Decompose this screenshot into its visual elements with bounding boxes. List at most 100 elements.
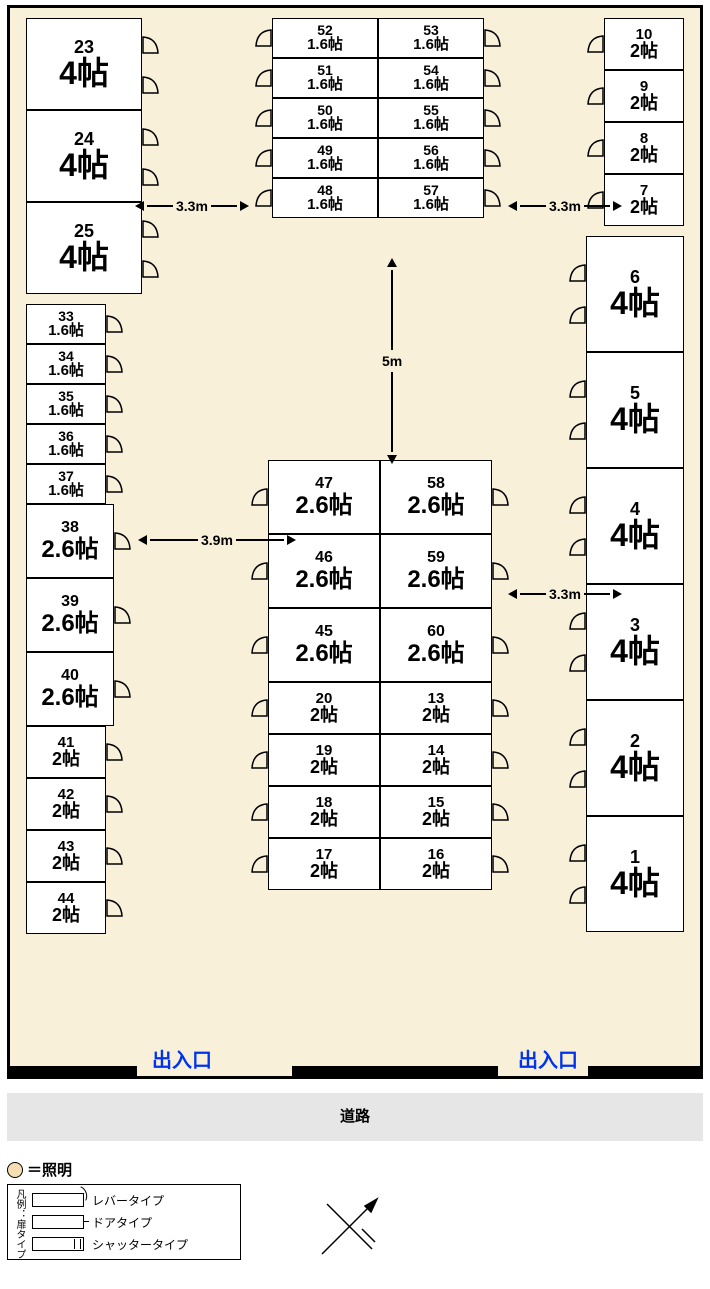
unit-16: 162帖	[380, 838, 492, 890]
compass-icon	[307, 1184, 397, 1274]
unit-35: 351.6帖	[26, 384, 106, 424]
unit-size: 2帖	[52, 854, 80, 873]
legend-title: 凡例：扉タイプ	[12, 1189, 27, 1259]
unit-number: 3	[630, 616, 640, 635]
door-swing-icon	[250, 751, 268, 769]
unit-number: 45	[315, 624, 333, 641]
door-swing-icon	[492, 488, 510, 506]
door-swing-icon	[568, 886, 586, 904]
door-type-legend: 凡例：扉タイプ レバータイプ ドアタイプ シャッタータイプ	[7, 1184, 241, 1260]
door-swing-icon	[254, 69, 272, 87]
unit-38: 382.6帖	[26, 504, 114, 578]
unit-23: 234帖	[26, 18, 142, 110]
door-swing-icon	[250, 488, 268, 506]
door-swing-icon	[568, 844, 586, 862]
unit-size: 1.6帖	[48, 403, 84, 419]
wall-segment	[292, 1066, 498, 1076]
unit-size: 1.6帖	[413, 117, 449, 133]
unit-size: 2.6帖	[407, 567, 464, 592]
unit-size: 2帖	[630, 198, 658, 217]
unit-size: 2帖	[630, 146, 658, 165]
unit-36: 361.6帖	[26, 424, 106, 464]
unit-8: 82帖	[604, 122, 684, 174]
legend-item: レバータイプ	[92, 1192, 164, 1209]
door-swing-icon	[484, 69, 502, 87]
door-swing-icon	[106, 315, 124, 333]
door-swing-icon	[250, 699, 268, 717]
door-swing-icon	[142, 128, 160, 146]
unit-number: 58	[427, 476, 445, 493]
unit-size: 2.6帖	[407, 493, 464, 518]
unit-40: 402.6帖	[26, 652, 114, 726]
door-swing-icon	[586, 139, 604, 157]
door-swing-icon	[106, 847, 124, 865]
unit-50: 501.6帖	[272, 98, 378, 138]
unit-number: 2	[630, 732, 640, 751]
unit-number: 47	[315, 476, 333, 493]
unit-44: 442帖	[26, 882, 106, 934]
unit-34: 341.6帖	[26, 344, 106, 384]
door-swing-icon	[586, 35, 604, 53]
door-swing-icon	[484, 189, 502, 207]
distance-label: 3.3m	[135, 198, 249, 214]
door-swing-icon	[568, 770, 586, 788]
unit-size: 2帖	[52, 802, 80, 821]
unit-size: 1.6帖	[307, 197, 343, 213]
unit-size: 2.6帖	[41, 685, 98, 710]
unit-59: 592.6帖	[380, 534, 492, 608]
door-swing-icon	[492, 803, 510, 821]
door-swing-icon	[484, 109, 502, 127]
door-swing-icon	[568, 496, 586, 514]
door-swing-icon	[106, 795, 124, 813]
unit-size: 4帖	[610, 287, 660, 321]
unit-number: 39	[61, 594, 79, 611]
door-swing-icon	[142, 76, 160, 94]
door-swing-icon	[250, 562, 268, 580]
unit-number: 25	[74, 222, 94, 241]
unit-41: 412帖	[26, 726, 106, 778]
unit-number: 60	[427, 624, 445, 641]
door-swing-icon	[568, 728, 586, 746]
unit-size: 1.6帖	[48, 483, 84, 499]
door-swing-icon	[254, 149, 272, 167]
unit-55: 551.6帖	[378, 98, 484, 138]
door-swing-icon	[106, 355, 124, 373]
unit-58: 582.6帖	[380, 460, 492, 534]
bulb-icon	[7, 1162, 23, 1178]
door-swing-icon	[492, 562, 510, 580]
unit-size: 4帖	[59, 149, 109, 183]
unit-size: 1.6帖	[48, 323, 84, 339]
unit-56: 561.6帖	[378, 138, 484, 178]
lighting-label: ＝照明	[27, 1159, 72, 1180]
unit-size: 4帖	[610, 519, 660, 553]
unit-18: 182帖	[268, 786, 380, 838]
unit-51: 511.6帖	[272, 58, 378, 98]
unit-19: 192帖	[268, 734, 380, 786]
unit-42: 422帖	[26, 778, 106, 830]
door-swing-icon	[142, 220, 160, 238]
door-swing-icon	[114, 680, 132, 698]
unit-size: 1.6帖	[413, 157, 449, 173]
unit-4: 44帖	[586, 468, 684, 584]
unit-14: 142帖	[380, 734, 492, 786]
unit-47: 472.6帖	[268, 460, 380, 534]
distance-label: 3.3m	[508, 198, 622, 214]
wall-segment	[588, 1066, 703, 1076]
legend-item: シャッタータイプ	[92, 1236, 188, 1253]
door-swing-icon	[142, 168, 160, 186]
unit-43: 432帖	[26, 830, 106, 882]
door-swing-icon	[114, 606, 132, 624]
unit-20: 202帖	[268, 682, 380, 734]
door-swing-icon	[106, 395, 124, 413]
door-swing-icon	[250, 636, 268, 654]
door-swing-icon	[484, 149, 502, 167]
unit-size: 4帖	[59, 57, 109, 91]
door-icon	[32, 1215, 84, 1229]
unit-37: 371.6帖	[26, 464, 106, 504]
unit-size: 2.6帖	[41, 611, 98, 636]
door-swing-icon	[254, 189, 272, 207]
door-swing-icon	[250, 803, 268, 821]
unit-53: 531.6帖	[378, 18, 484, 58]
door-swing-icon	[106, 899, 124, 917]
door-swing-icon	[586, 87, 604, 105]
